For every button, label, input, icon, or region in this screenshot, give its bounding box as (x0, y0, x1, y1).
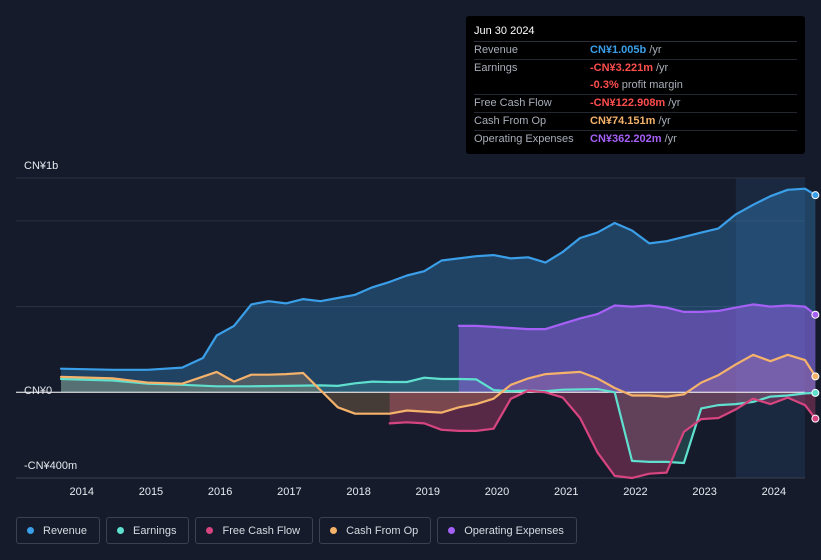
tooltip-panel: Jun 30 2024 Revenue CN¥1.005b /yr Earnin… (466, 16, 805, 154)
x-tick-label: 2022 (623, 486, 647, 498)
tooltip-row-operating-expenses: Operating Expenses CN¥362.202m /yr (474, 131, 797, 148)
area-earnings (61, 377, 816, 463)
tooltip-value: CN¥74.151m (590, 115, 656, 127)
legend-label: Revenue (43, 524, 88, 537)
legend: Revenue Earnings Free Cash Flow Cash Fro… (16, 517, 583, 544)
legend-label: Cash From Op (346, 524, 419, 537)
x-tick-label: 2023 (692, 486, 716, 498)
legend-label: Free Cash Flow (222, 524, 301, 537)
series-line-free-cash-flow (388, 389, 817, 480)
tooltip-unit: /yr (649, 44, 662, 56)
tooltip-unit: profit margin (621, 79, 683, 91)
revenue-dot-icon (27, 527, 34, 534)
series-line-revenue (59, 187, 817, 371)
tooltip-label: Revenue (474, 44, 519, 56)
x-tick-label: 2021 (554, 486, 578, 498)
tooltip-value: -CN¥122.908m (590, 97, 666, 109)
tooltip-value: CN¥1.005b (590, 44, 647, 56)
area-revenue (61, 188, 816, 393)
legend-earnings[interactable]: Earnings (106, 517, 190, 544)
area-free-cash-flow (389, 390, 816, 478)
end-marker-cash-from-op (811, 372, 820, 381)
tooltip-label: Operating Expenses (474, 133, 574, 145)
tooltip-row-profit-margin: -0.3% profit margin (474, 77, 797, 95)
tooltip-label (474, 77, 590, 94)
legend-revenue[interactable]: Revenue (16, 517, 101, 544)
end-marker-operating-expenses (811, 310, 820, 319)
tooltip-label: Free Cash Flow (474, 97, 552, 109)
tooltip-value: CN¥362.202m (590, 133, 662, 145)
tooltip-value: -CN¥3.221m (590, 62, 653, 74)
legend-label: Operating Expenses (464, 524, 564, 537)
x-tick-label: 2017 (277, 486, 301, 498)
x-tick-label: 2015 (139, 486, 163, 498)
series-line-cash-from-op (59, 353, 817, 415)
x-tick-label: 2018 (346, 486, 370, 498)
tooltip-date: Jun 30 2024 (474, 23, 797, 42)
tooltip-label: Cash From Op (474, 115, 547, 127)
x-tick-label: 2014 (70, 486, 94, 498)
x-tick-label: 2020 (485, 486, 509, 498)
operating-expenses-dot-icon (448, 527, 456, 534)
tooltip-value: -0.3% (590, 79, 619, 91)
tooltip-row-earnings: Earnings -CN¥3.221m /yr (474, 60, 797, 77)
tooltip-row-free-cash-flow: Free Cash Flow -CN¥122.908m /yr (474, 95, 797, 113)
y-axis-label-bottom: -CN¥400m (24, 460, 78, 472)
legend-operating-expenses[interactable]: Operating Expenses (437, 517, 577, 544)
series-line-operating-expenses (457, 303, 817, 331)
y-axis-label-zero: CN¥0 (24, 385, 53, 397)
y-axis-label-top: CN¥1b (24, 160, 59, 172)
tooltip-unit: /yr (655, 62, 669, 74)
forecast-region (735, 178, 805, 478)
tooltip-row-revenue: Revenue CN¥1.005b /yr (474, 42, 797, 60)
legend-free-cash-flow[interactable]: Free Cash Flow (195, 517, 314, 544)
legend-cash-from-op[interactable]: Cash From Op (319, 517, 432, 544)
tooltip-unit: /yr (664, 133, 677, 145)
cash-from-op-dot-icon (330, 527, 338, 534)
tooltip-row-cash-from-op: Cash From Op CN¥74.151m /yr (474, 113, 797, 131)
end-marker-free-cash-flow (811, 414, 820, 423)
legend-label: Earnings (133, 524, 177, 537)
free-cash-flow-dot-icon (206, 527, 214, 534)
earnings-dot-icon (117, 527, 125, 534)
tooltip-unit: /yr (668, 97, 681, 109)
end-marker-revenue (811, 191, 820, 200)
tooltip-label: Earnings (474, 62, 518, 74)
chart-area: 2014 2015 2016 2017 2018 2019 2020 2021 2022 2023… (16, 177, 820, 498)
x-tick-label: 2016 (208, 486, 232, 498)
end-marker-earnings (811, 388, 820, 397)
x-tick-label: 2019 (416, 486, 440, 498)
tooltip-unit: /yr (658, 115, 671, 127)
x-tick-label: 2024 (762, 486, 786, 498)
area-cash-from-op (61, 354, 816, 414)
